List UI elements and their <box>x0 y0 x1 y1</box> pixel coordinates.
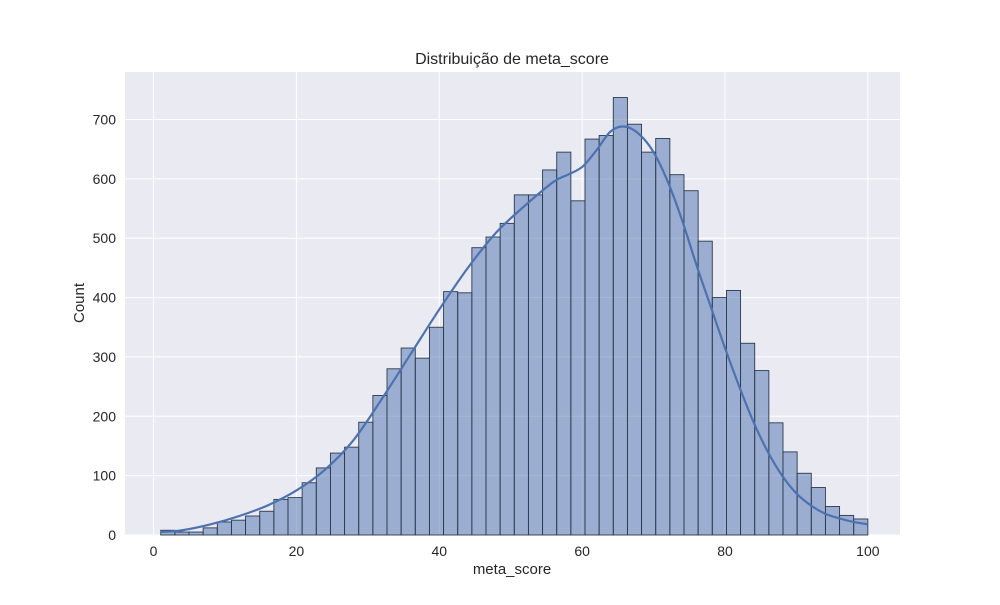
y-tick-label: 200 <box>93 408 117 424</box>
histogram-bar <box>824 506 841 536</box>
histogram-bar <box>655 138 671 536</box>
histogram-bar <box>697 240 713 536</box>
histogram-bar <box>188 531 204 536</box>
x-axis-label: meta_score <box>473 561 551 578</box>
chart-title: Distribuição de meta_score <box>415 51 609 68</box>
histogram-bar <box>443 291 459 536</box>
y-tick-label: 300 <box>93 349 117 365</box>
x-tick-label: 20 <box>289 543 305 559</box>
y-tick-label: 400 <box>93 290 117 306</box>
histogram-bar <box>542 169 558 536</box>
histogram-bar <box>754 370 770 536</box>
histogram-bar <box>273 498 289 536</box>
histogram-bar <box>386 368 402 536</box>
x-tick-label: 40 <box>431 543 447 559</box>
histogram-bar <box>584 138 600 536</box>
y-axis-ticks: 0 100 200 300 400 500 600 700 <box>93 111 117 543</box>
bars-layer <box>160 97 869 536</box>
y-axis-label: Count <box>71 282 88 323</box>
histogram-bar <box>230 519 247 536</box>
x-tick-label: 0 <box>150 543 158 559</box>
histogram-bar <box>556 151 572 536</box>
histogram-bar <box>669 174 685 536</box>
histogram-bar <box>499 222 515 536</box>
histogram-bar <box>245 515 261 536</box>
histogram-bar <box>428 326 445 536</box>
y-tick-label: 600 <box>93 171 117 187</box>
y-tick-label: 700 <box>93 111 117 127</box>
histogram-bar <box>259 510 275 536</box>
histogram-bar <box>174 531 190 536</box>
histogram-bar <box>414 357 430 536</box>
histogram-bar <box>344 446 360 536</box>
histogram-bar <box>287 497 303 536</box>
histogram-bar <box>329 452 346 536</box>
x-tick-label: 80 <box>717 543 733 559</box>
histogram-bar <box>570 200 586 536</box>
kde-line <box>160 125 869 534</box>
histogram-bar <box>683 190 699 536</box>
histogram-bar <box>598 135 614 536</box>
y-tick-label: 0 <box>108 527 116 543</box>
histogram-bar <box>527 194 544 536</box>
histogram-bar <box>641 151 657 536</box>
histogram-bar <box>612 97 628 536</box>
histogram-bar <box>372 395 388 536</box>
y-tick-label: 500 <box>93 230 117 246</box>
histogram-bar <box>216 521 232 536</box>
x-tick-label: 60 <box>574 543 590 559</box>
histogram-bar <box>358 421 374 536</box>
histogram-bar <box>768 422 784 536</box>
histogram-bar <box>301 482 317 536</box>
x-axis-ticks: 0 20 40 60 80 100 <box>150 543 880 559</box>
histogram-bar <box>725 289 742 536</box>
histogram-bar <box>457 292 473 536</box>
histogram-bar <box>626 123 643 536</box>
x-tick-label: 100 <box>856 543 880 559</box>
histogram-bar <box>485 236 501 536</box>
y-tick-label: 100 <box>93 468 117 484</box>
histogram-bar <box>471 247 487 536</box>
histogram-bar <box>400 347 416 536</box>
histogram-bar <box>315 467 331 536</box>
histogram-bar <box>740 342 756 536</box>
histogram-bar <box>202 527 218 536</box>
histogram-bar <box>513 194 529 536</box>
